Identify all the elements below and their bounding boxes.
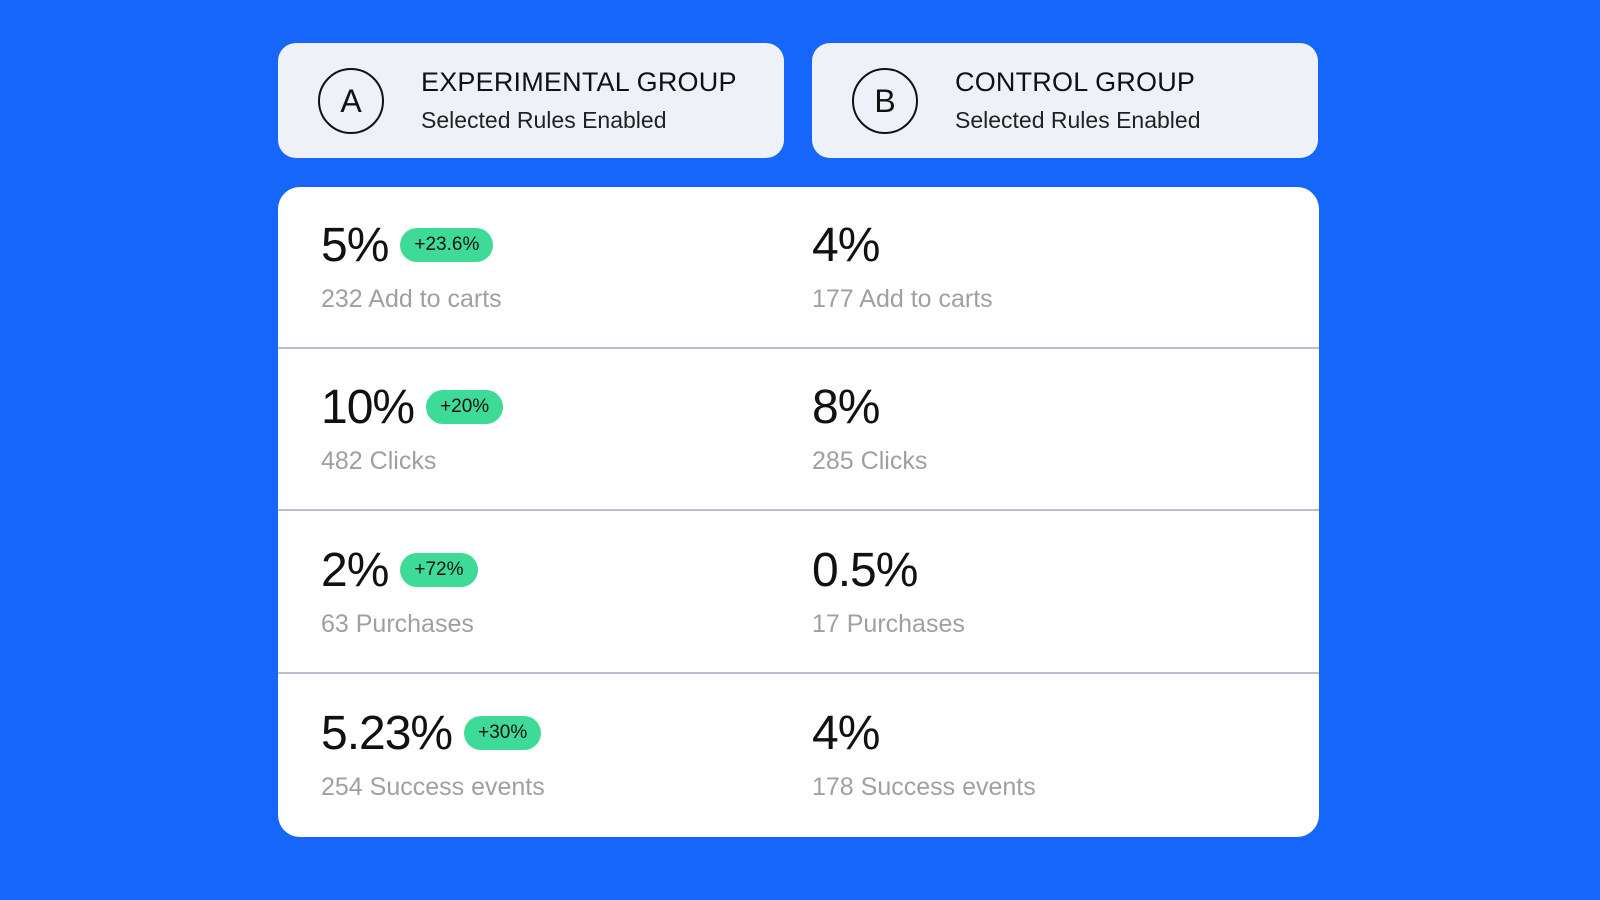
- control-metric: 8% 285 Clicks: [812, 379, 927, 476]
- control-group-header: B CONTROL GROUP Selected Rules Enabled: [812, 43, 1318, 158]
- control-metric: 4% 178 Success events: [812, 705, 1036, 802]
- group-title: CONTROL GROUP: [955, 67, 1196, 97]
- metric-value: 5%: [321, 218, 389, 272]
- metric-count: 177 Add to carts: [812, 285, 993, 313]
- control-metric: 0.5% 17 Purchases: [812, 542, 965, 639]
- lift-badge: +20%: [426, 390, 504, 424]
- experimental-metric: 2% +72% 63 Purchases: [321, 542, 478, 639]
- metric-value: 0.5%: [812, 543, 918, 597]
- control-metric: 4% 177 Add to carts: [812, 217, 993, 314]
- metric-row: 5.23% +30% 254 Success events 4% 178 Succ…: [278, 675, 1319, 837]
- experimental-metric: 5.23% +30% 254 Success events: [321, 705, 545, 802]
- metric-value: 10%: [321, 380, 415, 434]
- lift-badge: +72%: [400, 553, 478, 587]
- experimental-metric: 10% +20% 482 Clicks: [321, 379, 504, 476]
- metric-value: 5.23%: [321, 706, 453, 760]
- metric-value: 8%: [812, 380, 880, 434]
- metric-count: 285 Clicks: [812, 447, 928, 475]
- group-b-letter-icon: B: [852, 68, 918, 134]
- metric-count: 17 Purchases: [812, 610, 965, 638]
- group-subtitle: Selected Rules Enabled: [955, 107, 1201, 133]
- metrics-card: 5% +23.6% 232 Add to carts 4% 177 Add to …: [278, 187, 1319, 837]
- group-title: EXPERIMENTAL GROUP: [421, 67, 737, 97]
- metric-count: 482 Clicks: [321, 447, 437, 475]
- metric-row: 2% +72% 63 Purchases 0.5% 17 Purchases: [278, 512, 1319, 674]
- metric-count: 63 Purchases: [321, 610, 474, 638]
- metric-count: 254 Success events: [321, 773, 545, 801]
- metric-row: 10% +20% 482 Clicks 8% 285 Clicks: [278, 349, 1319, 511]
- lift-badge: +23.6%: [400, 228, 494, 262]
- group-subtitle: Selected Rules Enabled: [421, 107, 667, 133]
- metric-count: 232 Add to carts: [321, 285, 502, 313]
- metric-value: 2%: [321, 543, 389, 597]
- experimental-group-header: A EXPERIMENTAL GROUP Selected Rules Enab…: [278, 43, 784, 158]
- experimental-metric: 5% +23.6% 232 Add to carts: [321, 217, 502, 314]
- lift-badge: +30%: [464, 716, 542, 750]
- metric-row: 5% +23.6% 232 Add to carts 4% 177 Add to …: [278, 187, 1319, 349]
- metric-value: 4%: [812, 218, 880, 272]
- metric-count: 178 Success events: [812, 773, 1036, 801]
- group-a-letter-icon: A: [318, 68, 384, 134]
- metric-value: 4%: [812, 706, 880, 760]
